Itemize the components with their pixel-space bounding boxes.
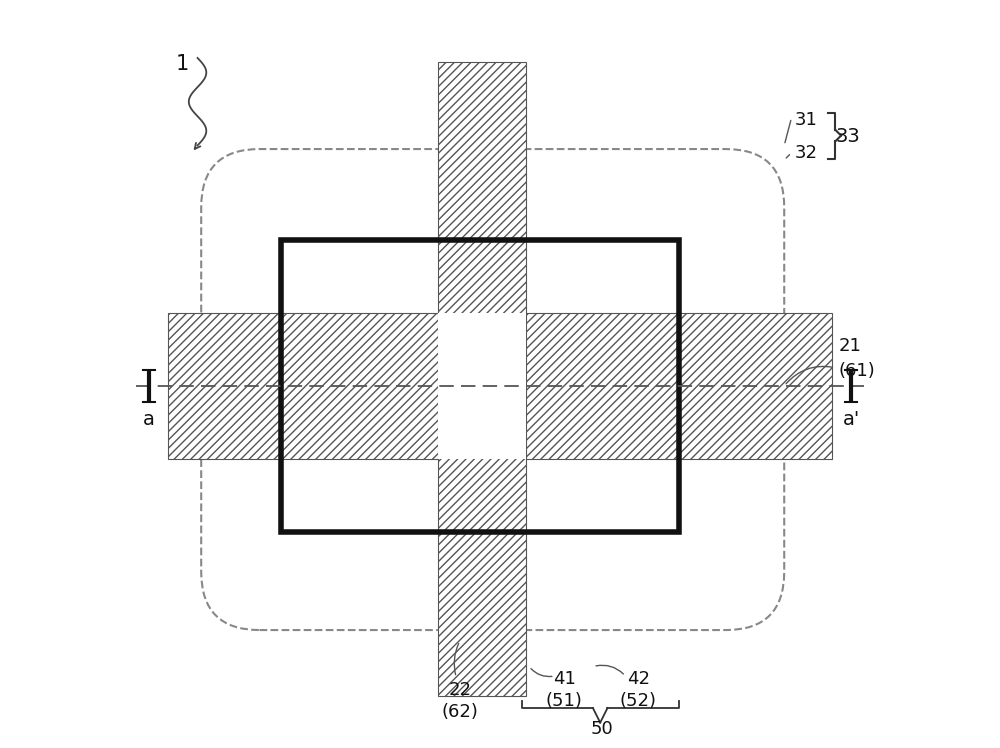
Text: a': a' <box>843 410 860 429</box>
Bar <box>438 313 526 459</box>
Text: a: a <box>143 410 155 429</box>
Text: 21: 21 <box>839 337 862 355</box>
Text: 33: 33 <box>835 127 860 146</box>
Text: (61): (61) <box>839 362 876 380</box>
Text: 22: 22 <box>448 681 471 699</box>
Text: 50: 50 <box>591 720 613 738</box>
Bar <box>438 61 526 696</box>
Text: 41: 41 <box>553 670 576 688</box>
Text: 42: 42 <box>627 670 650 688</box>
Text: (52): (52) <box>620 692 657 710</box>
Text: 31: 31 <box>795 111 818 129</box>
Text: (51): (51) <box>546 692 583 710</box>
Text: (62): (62) <box>441 703 478 721</box>
Bar <box>281 240 679 532</box>
Text: 32: 32 <box>795 144 818 162</box>
Text: 1: 1 <box>176 55 189 74</box>
Bar <box>438 313 526 459</box>
Bar <box>168 313 832 459</box>
